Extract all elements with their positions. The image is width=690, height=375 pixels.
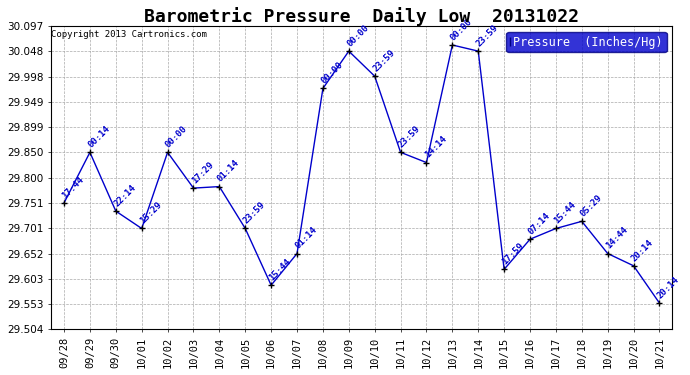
Text: 00:14: 00:14 xyxy=(86,124,112,150)
Text: 17:59: 17:59 xyxy=(500,241,526,267)
Text: 00:00: 00:00 xyxy=(448,17,474,42)
Text: 17:44: 17:44 xyxy=(61,175,86,200)
Text: 17:29: 17:29 xyxy=(190,160,215,185)
Legend: Pressure  (Inches/Hg): Pressure (Inches/Hg) xyxy=(506,32,667,52)
Text: 14:44: 14:44 xyxy=(604,225,629,251)
Text: 23:59: 23:59 xyxy=(241,200,267,226)
Text: 23:59: 23:59 xyxy=(397,124,422,150)
Text: 05:29: 05:29 xyxy=(578,193,604,219)
Text: 14:14: 14:14 xyxy=(423,134,448,160)
Text: 15:44: 15:44 xyxy=(552,200,578,226)
Text: 01:14: 01:14 xyxy=(216,158,241,184)
Text: 00:00: 00:00 xyxy=(319,60,345,86)
Text: Copyright 2013 Cartronics.com: Copyright 2013 Cartronics.com xyxy=(51,30,207,39)
Text: 23:59: 23:59 xyxy=(475,23,500,48)
Title: Barometric Pressure  Daily Low  20131022: Barometric Pressure Daily Low 20131022 xyxy=(144,7,579,26)
Text: 15:29: 15:29 xyxy=(138,200,164,226)
Text: 00:00: 00:00 xyxy=(345,23,371,48)
Text: 00:00: 00:00 xyxy=(164,124,189,150)
Text: 07:14: 07:14 xyxy=(526,211,552,237)
Text: 20:14: 20:14 xyxy=(630,238,656,263)
Text: 15:44: 15:44 xyxy=(268,257,293,282)
Text: 20:14: 20:14 xyxy=(656,275,681,300)
Text: 23:59: 23:59 xyxy=(371,48,397,74)
Text: 22:14: 22:14 xyxy=(112,183,137,209)
Text: 01:14: 01:14 xyxy=(293,225,319,251)
